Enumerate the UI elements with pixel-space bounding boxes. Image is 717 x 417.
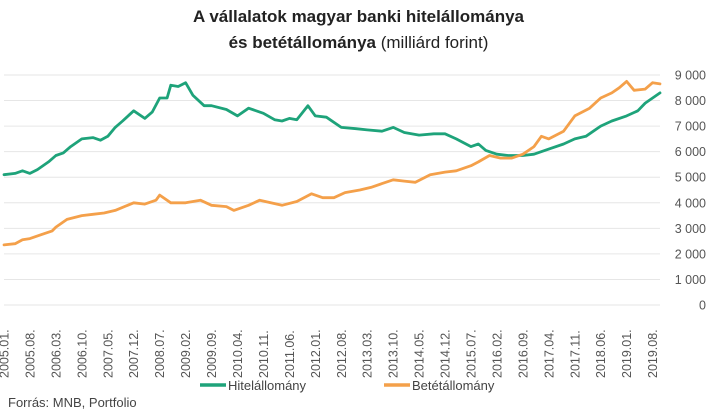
x-tick-label: 2007.12. [127,329,141,378]
x-tick-label: 2017.04. [542,329,556,378]
x-tick-label: 2010.11. [257,330,271,378]
y-tick-label: 1 000 [675,273,706,287]
x-tick-label: 2007.05. [101,329,115,378]
legend-label: Betétállomány [412,378,495,393]
y-tick-label: 3 000 [675,222,706,236]
x-tick-label: 2013.10. [387,329,401,378]
x-tick-label: 2006.03. [49,329,63,378]
legend-label: Hitelállomány [228,378,307,393]
x-tick-label: 2017.11. [568,330,582,378]
x-axis-ticks: 2005.01. 2005.08. 2006.03. 2006.10. 2007.05.… [0,329,660,378]
x-tick-label: 2011.06. [283,330,297,378]
x-tick-label: 2014.05. [413,329,427,378]
y-tick-label: 7 000 [675,120,706,134]
series-line-betétállomány [2,80,662,247]
x-tick-label: 2005.01. [0,329,12,378]
x-tick-label: 2016.09. [516,329,530,378]
y-tick-label: 6 000 [675,145,706,159]
chart-title-bold: és betétállománya [228,33,376,52]
x-tick-label: 2019.08. [646,329,660,378]
y-tick-label: 9 000 [675,69,706,83]
y-tick-label: 2 000 [675,247,706,261]
x-tick-label: 2006.10. [75,329,89,378]
x-tick-label: 2019.01. [620,329,634,378]
x-tick-label: 2009.09. [205,329,219,378]
x-tick-label: 2018.06. [594,329,608,378]
chart-title-line2: és betétállománya (milliárd forint) [0,33,717,53]
y-tick-label: 4 000 [675,196,706,210]
chart-title-unit: (milliárd forint) [380,33,489,52]
series-lines [2,80,662,247]
x-tick-label: 2010.04. [231,329,245,378]
y-tick-label: 0 [699,299,706,313]
x-tick-label: 2009.02. [179,329,193,378]
x-tick-label: 2015.07. [464,329,478,378]
x-tick-label: 2012.01. [309,329,323,378]
grid-lines [4,74,660,306]
source-note: Forrás: MNB, Portfolio [8,395,137,410]
legend: Hitelállomány Betétállomány [200,378,495,393]
x-tick-label: 2012.08. [335,329,349,378]
x-tick-label: 2013.03. [361,329,375,378]
x-tick-label: 2016.02. [490,329,504,378]
x-tick-label: 2005.08. [23,329,37,378]
chart-title-line1: A vállalatok magyar banki hitelállománya [192,7,524,26]
y-tick-label: 5 000 [675,171,706,185]
y-axis-ticks: 0 1 000 2 000 3 000 4 000 5 000 6 000 7 000 8 00… [675,69,706,313]
x-tick-label: 2014.12. [439,329,453,378]
x-tick-label: 2008.07. [153,329,167,378]
series-line-hitelállomány [2,81,662,177]
y-tick-label: 8 000 [675,94,706,108]
